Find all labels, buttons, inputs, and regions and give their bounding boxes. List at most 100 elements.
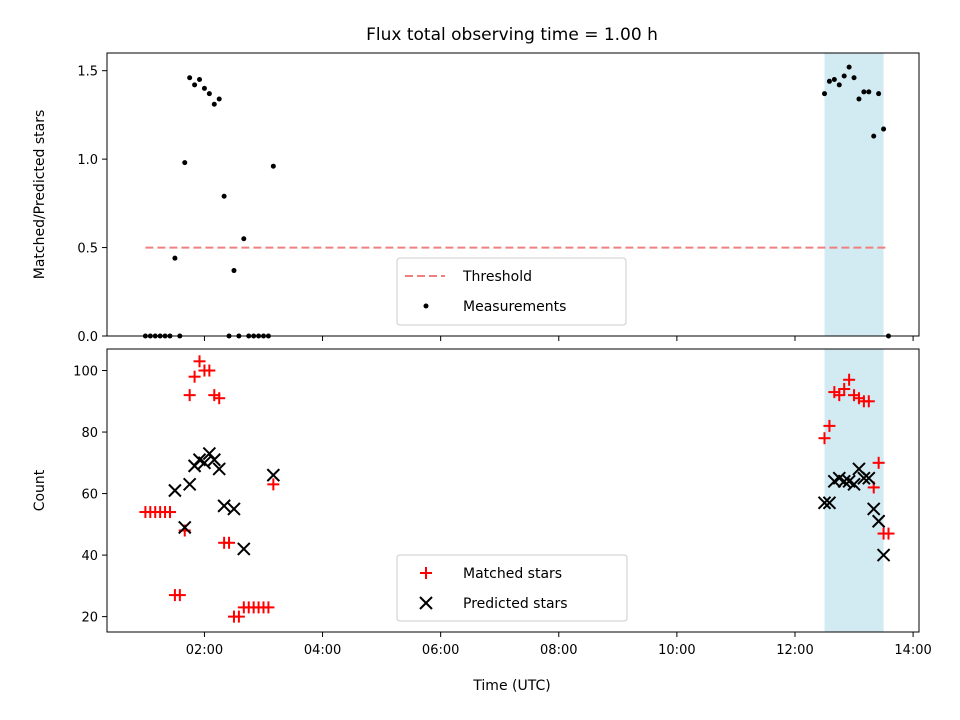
count-y-tick-label: 60 [81, 488, 98, 503]
predicted-star-point [862, 471, 876, 485]
measurement-point [187, 75, 193, 81]
measurement-point [182, 160, 188, 166]
chart-title: Flux total observing time = 1.00 h [366, 25, 658, 45]
count-y-tick-label: 40 [81, 549, 98, 564]
predicted-star-point [876, 548, 891, 562]
predicted-star-point [207, 453, 221, 467]
matched-star-point [872, 456, 885, 469]
predicted-stars-points [168, 446, 891, 562]
predicted-star-point [837, 474, 851, 488]
matched-star-point [232, 610, 245, 623]
count-panel: 20 40 60 80 100 02:00 04:00 06:00 08:00 10:00 12:… [32, 348, 932, 694]
count-x-tick-label: 04:00 [304, 643, 341, 658]
ratio-y-tick-label: 1.5 [77, 65, 98, 80]
matched-star-point [223, 536, 236, 549]
count-x-ticks: 02:00 04:00 06:00 08:00 10:00 12:00 14:00 [186, 632, 932, 658]
count-y-tick-label: 80 [81, 426, 98, 441]
predicted-star-point [227, 502, 241, 516]
measurement-point [822, 91, 828, 97]
ratio-y-tick-label: 0.0 [77, 330, 98, 345]
x-axis-title: Time (UTC) [472, 678, 550, 694]
count-x-tick-label: 06:00 [422, 643, 459, 658]
measurement-point [861, 89, 867, 95]
matched-star-point [267, 478, 280, 491]
predicted-star-point [237, 542, 251, 556]
predicted-star-point [867, 502, 881, 516]
measurement-point [241, 236, 247, 242]
count-x-tick-label: 12:00 [776, 643, 813, 658]
measurement-point [270, 163, 276, 169]
measurement-point [851, 75, 857, 81]
matched-star-point [193, 355, 206, 368]
legend-matched-label: Matched stars [463, 566, 562, 582]
legend-predicted-label: Predicted stars [463, 596, 568, 612]
count-legend-box [396, 554, 628, 622]
predicted-star-point [197, 456, 212, 470]
ratio-y-tick-label: 0.5 [77, 242, 98, 257]
matched-star-point [213, 392, 226, 405]
matched-star-point [183, 389, 196, 402]
count-legend: Matched stars Predicted stars [396, 554, 628, 622]
ratio-x-ticks [203, 336, 914, 341]
measurement-point [826, 78, 832, 84]
matched-stars-points [139, 355, 895, 623]
matched-star-point [823, 419, 836, 432]
ratio-panel: 0.0 0.5 1.0 1.5 Matched/Predicted stars Thr… [32, 52, 920, 345]
measurement-point [211, 101, 217, 107]
predicted-star-point [817, 496, 832, 510]
predicted-star-point [178, 520, 192, 535]
measurement-point [846, 64, 852, 70]
matched-star-point [818, 432, 831, 445]
legend-measurements-swatch [423, 303, 429, 309]
measurement-point [831, 77, 837, 83]
measurement-point [201, 85, 207, 91]
legend-predicted-swatch [419, 596, 433, 610]
legend-measurements-label: Measurements [463, 299, 566, 315]
measurement-point [871, 133, 877, 139]
measurement-point [836, 82, 842, 88]
matched-star-point [862, 395, 875, 408]
matched-star-point [188, 370, 201, 383]
matched-star-point [838, 382, 851, 395]
predicted-star-point [857, 471, 871, 485]
count-x-tick-label: 10:00 [658, 643, 695, 658]
ratio-y-tick-label: 1.0 [77, 153, 98, 168]
measurement-point [866, 89, 872, 95]
measurement-point [231, 268, 237, 274]
matched-star-point [262, 601, 275, 614]
legend-matched-swatch [420, 567, 432, 579]
measurement-point [206, 91, 212, 97]
predicted-star-point [871, 514, 886, 528]
measurement-point [192, 82, 198, 88]
predicted-star-point [266, 468, 281, 482]
measurement-point [841, 73, 847, 79]
legend-threshold-label: Threshold [462, 269, 532, 285]
matched-star-point [882, 527, 895, 540]
measurement-point [876, 91, 882, 97]
ratio-y-axis-title: Matched/Predicted stars [32, 110, 48, 280]
measurement-point [221, 193, 227, 199]
count-x-tick-label: 02:00 [186, 643, 223, 658]
measurement-point [197, 77, 203, 83]
count-y-tick-label: 20 [81, 611, 98, 626]
count-plot-frame [106, 348, 920, 633]
matched-star-point [833, 389, 846, 402]
measurement-point [856, 96, 862, 102]
matched-star-point [173, 589, 186, 602]
predicted-star-point [217, 499, 231, 513]
count-y-tick-label: 100 [73, 365, 98, 380]
ratio-plot-frame [106, 52, 920, 337]
ratio-legend-box [396, 257, 627, 326]
ratio-shaded-interval [824, 53, 884, 336]
count-y-axis-title: Count [32, 469, 48, 511]
predicted-star-point [212, 462, 226, 476]
matched-star-point [163, 506, 176, 519]
predicted-star-point [822, 496, 837, 510]
matched-star-point [203, 364, 216, 377]
measurement-point [172, 255, 178, 261]
measurement-point [881, 126, 887, 132]
matched-star-point [843, 373, 856, 386]
ratio-y-ticks: 0.0 0.5 1.0 1.5 [77, 65, 107, 345]
count-x-tick-label: 14:00 [894, 643, 931, 658]
